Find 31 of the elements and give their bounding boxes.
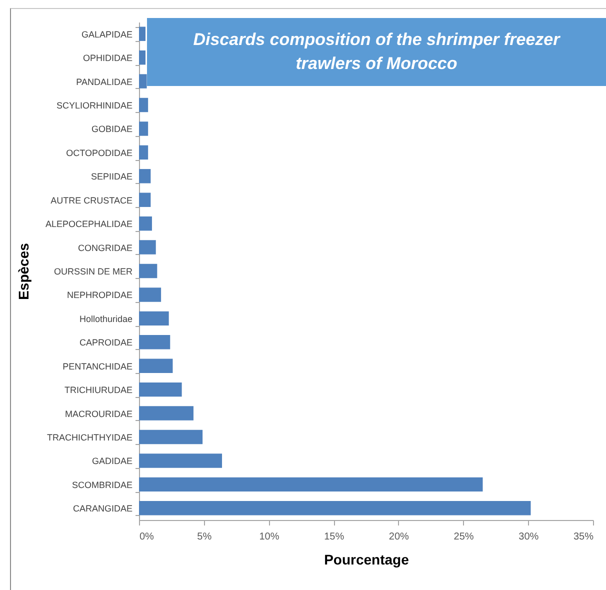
x-tick-label: 30% [518,532,539,542]
x-tick-label: 35% [573,532,594,542]
y-tick-label: CARANGIDAE [72,504,132,514]
y-tick-label: ALEPOCEPHALIDAE [45,219,132,230]
x-tick-label: 10% [259,532,280,542]
y-tick-label: SEPIIDAE [90,172,132,182]
x-tick-label: 20% [388,532,410,542]
x-tick-label: 5% [197,532,212,542]
y-axis-title: Espèces [15,242,32,300]
y-tick-label: TRACHICHTHYIDAE [46,432,132,442]
y-tick-label: SCOMBRIDAE [72,480,132,490]
y-tick-label: SCYLIORHINIDAE [56,100,132,110]
y-tick-label: GADIDAE [92,456,132,466]
y-tick-label: GALAPIDAE [81,29,132,40]
y-tick-label: OCTOPODIDAE [66,148,132,158]
x-tick-label: 25% [454,532,474,542]
x-tick-label: 0% [140,532,154,542]
y-tick-label: NEPHROPIDAE [66,290,132,300]
x-axis-title: Pourcentage [324,552,410,568]
y-tick-label: OPHIDIDAE [82,53,132,64]
y-tick-label: CONGRIDAE [78,242,132,253]
y-tick-label: PANDALIDAE [76,76,132,87]
y-tick-label: Hollothuridae [79,314,132,324]
x-tick-label: 15% [324,532,344,542]
y-tick-label: MACROURIDAE [64,408,132,419]
y-tick-label: TRICHIURUDAE [64,385,132,396]
y-tick-label: CAPROIDAE [79,338,132,348]
y-tick-label: GOBIDAE [91,124,132,134]
y-tick-label: OURSSIN DE MER [54,266,133,276]
y-tick-label: AUTRE CRUSTACE [50,195,132,206]
y-tick-label: PENTANCHIDAE [62,361,132,372]
